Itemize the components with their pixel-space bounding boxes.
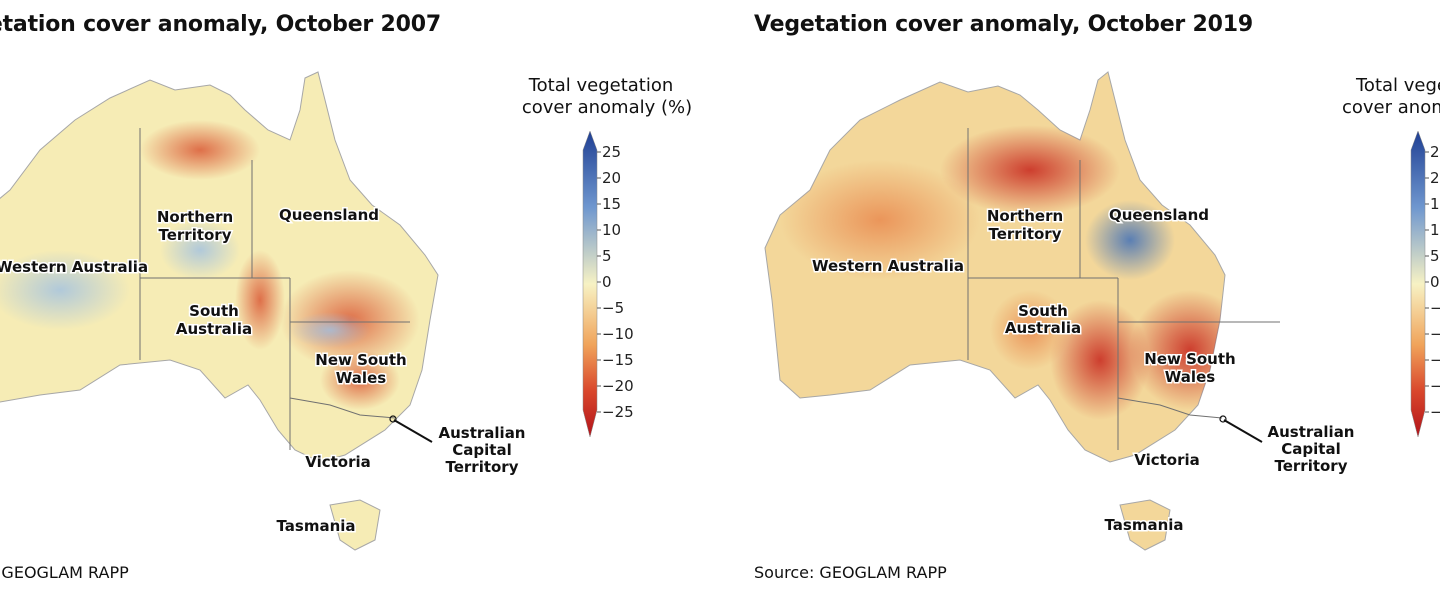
label-act-line1: Australian <box>1268 423 1355 441</box>
map-panel-2007: Vegetation cover anomaly, October 2007 <box>0 12 692 582</box>
label-victoria: Victoria <box>1134 451 1200 469</box>
source-note: Source: GEOGLAM RAPP <box>0 563 129 582</box>
label-act-line1: Australian <box>439 424 526 442</box>
source-note: Source: GEOGLAM RAPP <box>754 563 947 582</box>
colorbar-tick-label: 20 <box>1430 169 1440 187</box>
colorbar-tick-label: −5 <box>1430 299 1440 317</box>
act-leader-line <box>393 419 433 443</box>
label-new-south-wales-line1: New South <box>315 351 406 369</box>
colorbar <box>1410 130 1426 438</box>
legend-title-line2: cover anomaly (%) <box>522 97 692 118</box>
australia-map-2019: Western Australia Northern Territory Que… <box>764 71 1440 551</box>
label-queensland: Queensland <box>1109 206 1209 224</box>
colorbar-tick-label: 10 <box>602 221 621 239</box>
colorbar-tick-label: 20 <box>602 169 621 187</box>
label-new-south-wales-line2: Wales <box>1165 368 1215 386</box>
label-northern-territory-line2: Territory <box>158 226 231 244</box>
label-new-south-wales-line2: Wales <box>336 369 386 387</box>
label-south-australia-line2: Australia <box>1005 319 1081 337</box>
map-title: Vegetation cover anomaly, October 2007 <box>0 12 441 37</box>
label-northern-territory-line1: Northern <box>157 208 233 226</box>
colorbar-tick-label: −10 <box>602 325 634 343</box>
label-south-australia-line1: South <box>1018 302 1068 320</box>
colorbar-legend: Total vegetation cover anomaly (%) 25 20 1… <box>522 75 692 438</box>
label-act-line2: Capital <box>1281 440 1340 458</box>
label-queensland: Queensland <box>279 206 379 224</box>
label-act-line2: Capital <box>452 441 511 459</box>
colorbar-tick-label: 15 <box>1430 195 1440 213</box>
colorbar-tick-label: −15 <box>602 351 634 369</box>
label-northern-territory-line2: Territory <box>988 225 1061 243</box>
label-western-australia: Western Australia <box>812 257 964 275</box>
legend-title-line1: Total vegetation <box>1355 75 1440 96</box>
tasmania-shape <box>1119 499 1171 551</box>
colorbar-tick-label: 10 <box>1430 221 1440 239</box>
colorbar-tick-label: 25 <box>1430 143 1440 161</box>
label-victoria: Victoria <box>305 453 371 471</box>
act-marker <box>389 415 397 423</box>
colorbar-legend: Total vegetation cover anomaly (%) 25 20 1… <box>1342 75 1440 438</box>
state-borders <box>139 128 410 450</box>
act-marker <box>1219 415 1227 423</box>
act-leader-line <box>1223 419 1263 443</box>
colorbar-tick-label: 25 <box>602 143 621 161</box>
map-panel-2019: Vegetation cover anomaly, October 2019 <box>720 0 1440 600</box>
label-tasmania: Tasmania <box>276 517 355 535</box>
label-tasmania: Tasmania <box>1104 516 1183 534</box>
australia-map-2007: Western Australia Northern Territory Que… <box>0 71 692 551</box>
colorbar-tick-label: 5 <box>1430 247 1440 265</box>
label-act-line3: Territory <box>1274 457 1347 475</box>
colorbar-tick-label: −5 <box>602 299 624 317</box>
label-new-south-wales-line1: New South <box>1144 350 1235 368</box>
label-south-australia-line2: Australia <box>176 320 252 338</box>
mainland-shape <box>764 71 1226 551</box>
label-northern-territory-line1: Northern <box>987 207 1063 225</box>
colorbar-tick-label: −15 <box>1430 351 1440 369</box>
colorbar-tick-label: −25 <box>1430 403 1440 421</box>
legend-title-line2: cover anomaly (%) <box>1342 97 1440 118</box>
label-south-australia-line1: South <box>189 302 239 320</box>
colorbar-tick-label: 0 <box>602 273 612 291</box>
colorbar-tick-label: −20 <box>1430 377 1440 395</box>
label-western-australia: Western Australia <box>0 258 148 276</box>
colorbar-tick-label: 5 <box>602 247 612 265</box>
tasmania-shape <box>329 499 381 551</box>
legend-title-line1: Total vegetation <box>528 75 674 96</box>
colorbar-tick-label: 0 <box>1430 273 1440 291</box>
mainland-shape <box>0 71 439 551</box>
colorbar-tick-label: −10 <box>1430 325 1440 343</box>
colorbar-tick-label: −25 <box>602 403 634 421</box>
colorbar-tick-label: 15 <box>602 195 621 213</box>
label-act-line3: Territory <box>445 458 518 476</box>
colorbar <box>582 130 598 438</box>
map-title: Vegetation cover anomaly, October 2019 <box>754 12 1253 37</box>
state-borders <box>967 128 1280 450</box>
colorbar-tick-label: −20 <box>602 377 634 395</box>
